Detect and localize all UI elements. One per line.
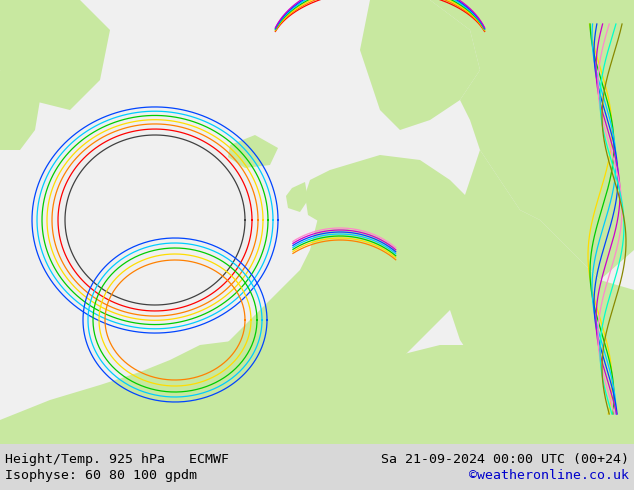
Polygon shape [286, 182, 308, 212]
Polygon shape [305, 170, 345, 225]
Text: Sa 21-09-2024 00:00 UTC (00+24): Sa 21-09-2024 00:00 UTC (00+24) [381, 453, 629, 466]
Polygon shape [0, 340, 634, 444]
Polygon shape [228, 135, 278, 168]
Text: Isophyse: 60 80 100 gpdm: Isophyse: 60 80 100 gpdm [5, 469, 197, 482]
Polygon shape [440, 150, 634, 444]
Polygon shape [360, 0, 480, 130]
Polygon shape [430, 0, 634, 280]
Text: Height/Temp. 925 hPa   ECMWF: Height/Temp. 925 hPa ECMWF [5, 453, 229, 466]
Polygon shape [0, 10, 40, 55]
Polygon shape [150, 155, 480, 444]
Polygon shape [0, 0, 110, 110]
Text: ©weatheronline.co.uk: ©weatheronline.co.uk [469, 469, 629, 482]
Polygon shape [278, 265, 350, 370]
Polygon shape [0, 70, 40, 150]
